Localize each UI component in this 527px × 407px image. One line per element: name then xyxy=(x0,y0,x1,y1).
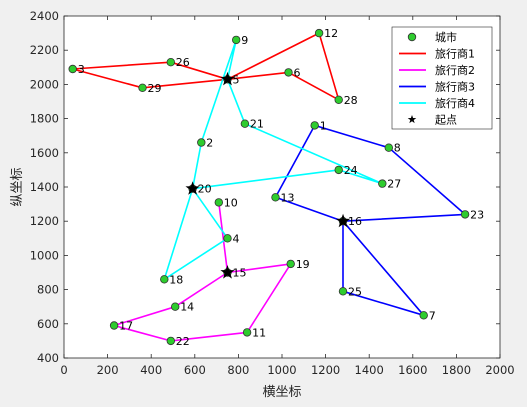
city-point-2 xyxy=(197,138,206,147)
y-tick-label-2200: 2200 xyxy=(30,43,59,57)
city-point-9 xyxy=(231,35,241,45)
city-label-23: 23 xyxy=(470,208,484,221)
city-label-29: 29 xyxy=(148,82,162,95)
city-point-17 xyxy=(109,321,119,330)
city-label-26: 26 xyxy=(176,56,190,69)
city-label-16: 16 xyxy=(348,215,362,228)
y-tick-label-1400: 1400 xyxy=(30,180,59,194)
labels-layer: 1234567891011121314151617181920212223242… xyxy=(78,27,484,348)
city-label-19: 19 xyxy=(296,258,310,271)
city-label-18: 18 xyxy=(169,273,183,286)
city-point-18 xyxy=(160,275,169,284)
city-label-28: 28 xyxy=(344,94,358,107)
city-label-4: 4 xyxy=(233,232,240,245)
legend-label-4: 旅行商4 xyxy=(435,96,475,110)
x-tick-label-1000: 1000 xyxy=(267,363,296,377)
city-label-1: 1 xyxy=(320,119,327,132)
legend-label-1: 旅行商1 xyxy=(435,47,475,61)
city-label-27: 27 xyxy=(387,178,401,191)
city-point-13 xyxy=(271,193,280,202)
city-point-21 xyxy=(240,119,250,128)
legend-label-0: 城市 xyxy=(435,30,457,44)
y-tick-label-600: 600 xyxy=(37,317,59,331)
x-tick-label-1400: 1400 xyxy=(355,363,384,377)
start-star-20 xyxy=(185,181,200,195)
x-tick-label-600: 600 xyxy=(184,363,206,377)
city-label-14: 14 xyxy=(180,301,194,314)
legend-star xyxy=(407,115,417,124)
x-tick-label-1200: 1200 xyxy=(311,363,340,377)
legend-label-2: 旅行商2 xyxy=(435,63,475,77)
city-point-4 xyxy=(223,234,232,243)
y-tick-label-1800: 1800 xyxy=(30,112,59,126)
axes-layer: 0 200 400 600 800 1000 1200 1400 1600 1800 2000400… xyxy=(30,9,515,377)
city-label-10: 10 xyxy=(224,196,238,209)
x-axis-label: 横坐标 xyxy=(262,385,301,400)
city-label-3: 3 xyxy=(78,63,85,76)
y-tick-label-2400: 2400 xyxy=(30,9,59,23)
city-label-17: 17 xyxy=(119,320,133,333)
city-point-29 xyxy=(138,83,147,92)
city-point-25 xyxy=(338,287,348,296)
start-star-15 xyxy=(220,265,235,279)
x-tick-label-2000: 2000 xyxy=(485,363,514,377)
start-star-5 xyxy=(220,71,235,86)
legend-box xyxy=(391,26,493,130)
city-label-20: 20 xyxy=(198,183,212,196)
start-points-layer xyxy=(185,71,351,279)
city-point-22 xyxy=(166,336,175,346)
start-star-16 xyxy=(335,213,351,228)
city-label-13: 13 xyxy=(281,191,295,204)
city-point-19 xyxy=(286,259,295,269)
y-tick-label-2000: 2000 xyxy=(30,77,59,91)
city-point-6 xyxy=(284,68,293,77)
x-tick-label-400: 400 xyxy=(140,363,162,377)
city-label-22: 22 xyxy=(176,335,190,348)
city-label-2: 2 xyxy=(206,137,213,150)
city-label-11: 11 xyxy=(252,326,266,339)
x-tick-label-1800: 1800 xyxy=(442,363,471,377)
city-label-9: 9 xyxy=(241,34,248,47)
city-point-23 xyxy=(460,210,470,219)
city-point-11 xyxy=(242,328,252,337)
city-label-5: 5 xyxy=(233,73,240,86)
legend-label-5: 起点 xyxy=(435,114,457,127)
city-label-21: 21 xyxy=(250,118,264,131)
y-tick-label-400: 400 xyxy=(37,351,59,365)
x-tick-label-0: 0 xyxy=(60,363,67,377)
y-tick-label-1200: 1200 xyxy=(30,214,59,228)
city-point-24 xyxy=(334,165,343,175)
x-tick-label-800: 800 xyxy=(227,363,249,377)
city-point-7 xyxy=(419,311,428,320)
y-axis-label: 纵坐标 xyxy=(10,167,25,206)
x-tick-label-1600: 1600 xyxy=(398,363,427,377)
y-tick-label-800: 800 xyxy=(37,283,59,297)
city-point-12 xyxy=(314,28,324,38)
x-tick-label-200: 200 xyxy=(97,363,119,377)
city-label-6: 6 xyxy=(294,66,301,79)
city-label-7: 7 xyxy=(429,309,436,322)
city-point-27 xyxy=(378,179,387,188)
city-label-25: 25 xyxy=(348,285,362,298)
legend-marker-city xyxy=(407,32,417,42)
city-point-26 xyxy=(166,58,175,67)
city-point-28 xyxy=(334,95,343,104)
city-label-12: 12 xyxy=(324,27,338,40)
city-point-8 xyxy=(384,143,393,152)
city-label-24: 24 xyxy=(344,164,358,177)
city-label-15: 15 xyxy=(233,267,247,280)
city-point-14 xyxy=(170,302,180,311)
city-point-10 xyxy=(214,198,223,207)
y-tick-label-1000: 1000 xyxy=(30,248,59,262)
y-tick-label-1600: 1600 xyxy=(30,146,59,160)
city-point-3 xyxy=(68,64,77,74)
city-point-1 xyxy=(310,121,319,130)
legend-label-3: 旅行商3 xyxy=(435,80,475,94)
city-label-8: 8 xyxy=(394,142,401,155)
